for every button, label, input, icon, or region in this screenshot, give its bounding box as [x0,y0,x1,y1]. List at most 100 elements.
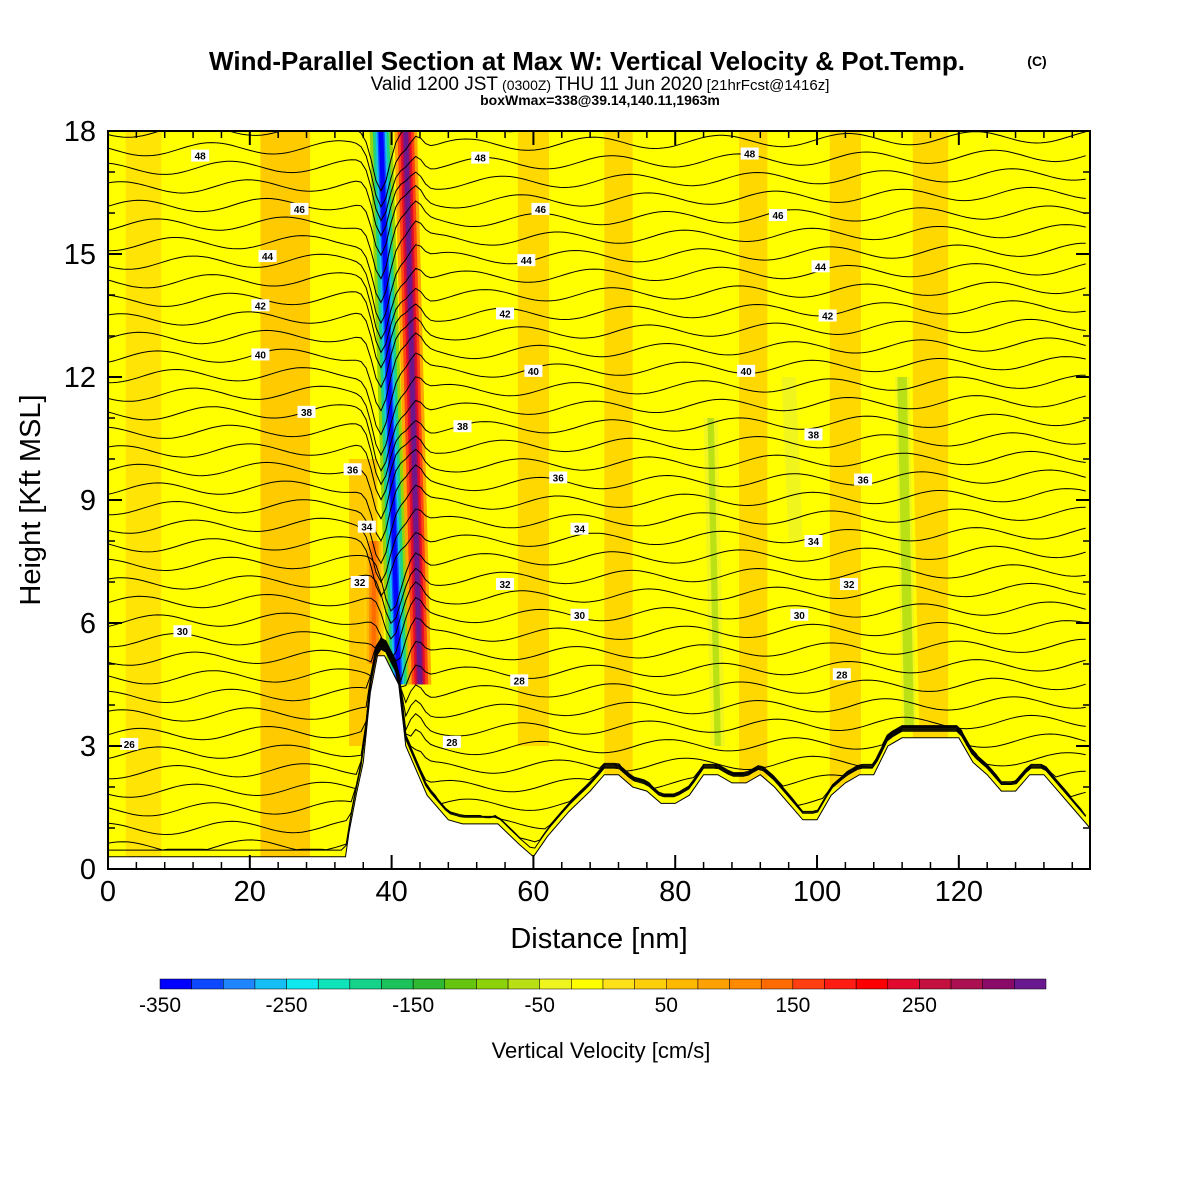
contour-label-bg [531,202,550,215]
contour-label-bg [496,578,515,591]
colorbar-tick-label: -50 [525,994,555,1017]
contour-label-24: 32 [350,576,369,589]
colorbar-swatch [254,978,287,990]
theta-contour-15 [108,564,1086,625]
contour-label-text: 30 [794,611,806,622]
contour-label-6: 44 [258,250,277,263]
contour-label-32: 28 [442,735,461,749]
contour-label-text: 46 [772,211,784,222]
contour-label-bg [251,299,270,312]
contour-label-text: 38 [457,422,469,433]
contour-label-8: 44 [811,260,830,273]
colorbar-swatch [349,978,382,990]
contour-label-bg [524,364,543,377]
contour-label-text: 30 [574,611,586,622]
y-tick-label: 0 [80,854,96,886]
colorbar-swatch [602,978,635,990]
contour-label-bg [173,625,192,638]
contour-label-bg [839,578,858,591]
contour-label-26: 32 [839,578,858,591]
streak-7 [125,131,162,869]
valid-prefix: Valid 1200 JST [371,74,499,95]
contour-label-17: 38 [804,428,823,441]
contour-label-25: 32 [496,578,515,591]
contour-label-text: 30 [177,627,189,638]
contour-label-bg [258,250,277,263]
contour-label-10: 42 [496,307,515,320]
contour-label-1: 48 [471,151,490,165]
contour-label-text: 32 [843,580,855,591]
contour-label-31: 28 [832,668,851,681]
theta-contour-27 [108,332,1086,412]
colorbar-tick-label: -250 [266,994,308,1017]
colorbar-swatch [159,978,192,990]
colorbar-swatch [571,978,604,990]
contour-label-19: 36 [549,471,568,484]
contour-label-bg [737,364,756,377]
title-unit: (C) [1027,53,1046,69]
colorbar-tick-label: 50 [655,994,678,1017]
y-axis-label: Height [Kft MSL] [15,394,47,605]
theta-contour-6 [108,642,1086,759]
contour-label-29: 30 [790,608,809,622]
x-axis-label: Distance [nm] [510,923,687,955]
colorbar-tick-label: 250 [902,994,937,1017]
colorbar-swatch [507,978,540,990]
contour-label-bg [804,428,823,441]
contour-label-2: 48 [740,147,759,161]
contour-labels: 48 48 48 46 46 46 44 44 44 42 42 42 40 40 40 38 38 38 36 36… [120,147,873,751]
contour-label-text: 34 [361,523,373,534]
theta-contour-36 [108,168,1086,237]
theta-contour-29 [108,300,1086,369]
colorbar-swatch [412,978,446,990]
weak-downdraft-5-level-4 [900,377,912,726]
theta-contour-26 [108,352,1086,436]
contour-label-18: 36 [343,463,362,476]
contour-label-text: 38 [301,408,313,419]
contour-label-7: 44 [517,254,536,267]
theta-contour-32 [108,242,1086,325]
contour-label-text: 48 [195,152,207,163]
colorbar: -350 -250 -150 -50 50 150 250 [139,978,1047,1017]
contour-label-16: 38 [453,420,472,433]
theta-contour-30 [108,281,1086,354]
contour-label-bg [517,254,536,267]
contour-label-bg [290,202,309,215]
contour-label-text: 34 [574,525,586,536]
valid-utc: (0300Z) [502,77,551,93]
contour-label-4: 46 [531,202,550,216]
theta-contour-33 [108,220,1086,304]
y-tick-label: 15 [64,239,96,271]
contour-label-bg [510,674,529,687]
contour-label-text: 42 [822,312,834,323]
contour-label-text: 46 [535,205,547,216]
theta-contour-23 [108,413,1086,486]
main-updraft-level-4 [403,131,423,685]
colorbar-swatch [539,978,572,990]
streak-2 [517,131,550,746]
contour-label-text: 48 [744,150,756,161]
contour-label-bg [804,535,823,547]
valid-line: Valid 1200 JST (0300Z) THU 11 Jun 2020 [21h… [371,74,830,95]
terrain-profile [108,655,1090,869]
x-tick-label: 120 [935,876,983,908]
theta-contour-31 [108,263,1086,341]
y-tick-label: 6 [80,608,96,640]
colorbar-swatch [634,978,667,990]
contour-label-text: 28 [446,738,458,749]
contour-label-bg [549,471,568,484]
contour-label-text: 26 [124,740,136,751]
colorbar-swatch [191,978,224,990]
contour-label-bg [811,260,830,273]
colorbar-tick-label: -350 [139,994,181,1017]
colorbar-swatch [223,978,256,990]
contour-label-text: 38 [808,430,820,441]
weak-downdraft-4 [778,377,806,541]
contour-label-text: 36 [858,476,870,487]
valid-date: THU 11 Jun 2020 [555,74,703,95]
contour-label-bg [570,522,589,535]
theta-contour-11 [108,638,1086,683]
colorbar-swatch [982,978,1015,990]
colorbar-tick-label: 150 [775,994,810,1017]
y-tick-label: 3 [80,731,96,763]
